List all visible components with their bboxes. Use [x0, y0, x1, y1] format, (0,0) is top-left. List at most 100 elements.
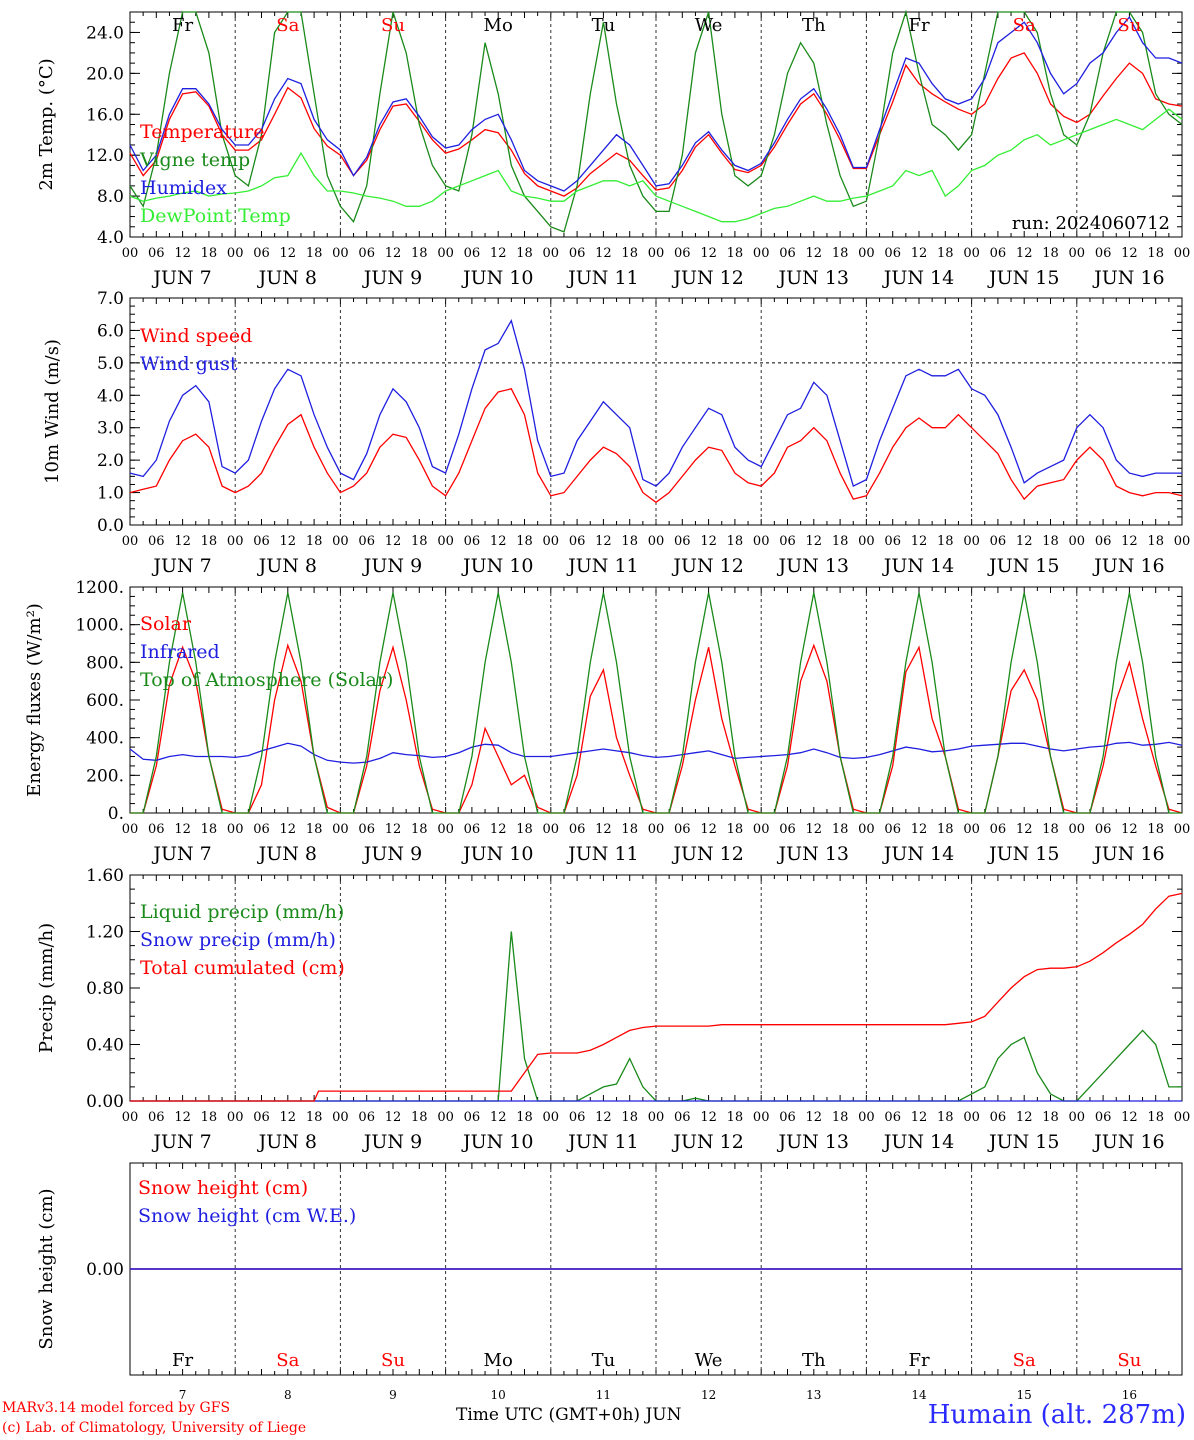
- hour-label-precip: 00: [963, 1110, 980, 1125]
- hour-label-energy: 12: [1016, 822, 1033, 837]
- hour-label-precip: 06: [990, 1110, 1007, 1125]
- hour-label-temp: 18: [727, 246, 744, 261]
- date-label-temp: JUN 16: [1092, 267, 1164, 289]
- legend-label-energy-1: Infrared: [140, 641, 220, 663]
- hour-label-wind: 00: [332, 534, 349, 549]
- hour-label-wind: 00: [1069, 534, 1086, 549]
- hour-label-temp: 00: [963, 246, 980, 261]
- hour-label-energy: 12: [1121, 822, 1138, 837]
- hour-label-precip: 12: [1121, 1110, 1138, 1125]
- ytick-label-wind: 7.0: [97, 289, 124, 309]
- lab-credit: (c) Lab. of Climatology, University of L…: [2, 1420, 307, 1436]
- hour-label-energy: 00: [1069, 822, 1086, 837]
- day-number-label: 15: [1017, 1388, 1032, 1402]
- hour-label-wind: 00: [1174, 534, 1191, 549]
- ytick-label-energy: 1200.: [75, 578, 124, 598]
- weekday-label-bottom: Su: [381, 1350, 405, 1371]
- weekday-label-top: Su: [1117, 15, 1141, 36]
- weekday-label-top: We: [695, 15, 723, 36]
- hour-label-wind: 12: [911, 534, 928, 549]
- day-number-label: 10: [491, 1388, 506, 1402]
- date-label-wind: JUN 13: [777, 555, 849, 577]
- hour-label-temp: 18: [306, 246, 323, 261]
- series-line-wind-1: [129, 319, 1182, 488]
- hour-label-precip: 12: [700, 1110, 717, 1125]
- date-label-wind: JUN 11: [566, 555, 638, 577]
- legend-label-temp-3: DewPoint Temp: [140, 205, 291, 227]
- hour-label-wind: 00: [648, 534, 665, 549]
- hour-label-energy: 06: [779, 822, 796, 837]
- hour-label-energy: 00: [963, 822, 980, 837]
- hour-label-precip: 12: [1016, 1110, 1033, 1125]
- day-number-label: 16: [1122, 1388, 1137, 1402]
- date-label-energy: JUN 8: [257, 843, 317, 865]
- date-label-wind: JUN 16: [1092, 555, 1164, 577]
- hour-label-precip: 06: [358, 1110, 375, 1125]
- date-label-temp: JUN 13: [777, 267, 849, 289]
- hour-label-temp: 06: [569, 246, 586, 261]
- hour-label-precip: 12: [174, 1110, 191, 1125]
- date-label-energy: JUN 12: [671, 843, 743, 865]
- hour-label-wind: 00: [753, 534, 770, 549]
- hour-label-precip: 06: [674, 1110, 691, 1125]
- hour-label-wind: 06: [779, 534, 796, 549]
- hour-label-energy: 18: [306, 822, 323, 837]
- date-label-wind: JUN 10: [461, 555, 533, 577]
- hour-label-wind: 06: [464, 534, 481, 549]
- hour-label-energy: 18: [727, 822, 744, 837]
- hour-label-precip: 18: [411, 1110, 428, 1125]
- date-label-precip: JUN 13: [777, 1131, 849, 1153]
- hour-label-energy: 12: [911, 822, 928, 837]
- hour-label-wind: 18: [516, 534, 533, 549]
- date-label-temp: JUN 15: [987, 267, 1059, 289]
- date-label-precip: JUN 11: [566, 1131, 638, 1153]
- date-label-temp: JUN 8: [257, 267, 317, 289]
- hour-label-precip: 06: [1095, 1110, 1112, 1125]
- hour-label-temp: 18: [1147, 246, 1164, 261]
- weekday-label-top: Fr: [908, 15, 929, 36]
- ytick-label-temp: 16.0: [86, 105, 124, 125]
- hour-label-energy: 12: [806, 822, 823, 837]
- y-axis-label-precip: Precip (mm/h): [36, 923, 57, 1053]
- hour-label-wind: 12: [174, 534, 191, 549]
- hour-label-wind: 12: [806, 534, 823, 549]
- hour-label-wind: 18: [411, 534, 428, 549]
- hour-label-temp: 18: [832, 246, 849, 261]
- ytick-label-wind: 1.0: [97, 484, 124, 504]
- plot-frame-temp: [129, 11, 1183, 238]
- hour-label-wind: 06: [674, 534, 691, 549]
- day-number-label: 8: [284, 1388, 292, 1402]
- hour-label-energy: 06: [148, 822, 165, 837]
- legend-label-temp-2: Humidex: [140, 177, 227, 199]
- hour-label-wind: 12: [280, 534, 297, 549]
- ytick-label-temp: 20.0: [86, 64, 124, 84]
- hour-label-temp: 00: [1174, 246, 1191, 261]
- hour-label-temp: 12: [1016, 246, 1033, 261]
- date-label-temp: JUN 9: [362, 267, 422, 289]
- hour-label-precip: 18: [201, 1110, 218, 1125]
- date-label-wind: JUN 15: [987, 555, 1059, 577]
- weekday-label-bottom: We: [695, 1350, 723, 1371]
- date-label-energy: JUN 7: [151, 843, 211, 865]
- date-label-energy: JUN 13: [777, 843, 849, 865]
- legend-label-wind-0: Wind speed: [140, 325, 252, 347]
- date-label-energy: JUN 14: [882, 843, 954, 865]
- legend-label-precip-1: Snow precip (mm/h): [140, 929, 336, 951]
- hour-label-temp: 06: [464, 246, 481, 261]
- weekday-label-bottom: Fr: [172, 1350, 193, 1371]
- series-line-temp-1: [129, 9, 1183, 233]
- y-axis-label-energy: Energy fluxes (W/m²): [24, 603, 45, 797]
- hour-label-precip: 00: [1069, 1110, 1086, 1125]
- date-label-temp: JUN 10: [461, 267, 533, 289]
- hour-label-temp: 12: [806, 246, 823, 261]
- hour-label-temp: 00: [648, 246, 665, 261]
- hour-label-precip: 00: [648, 1110, 665, 1125]
- hour-label-precip: 18: [1147, 1110, 1164, 1125]
- hour-label-wind: 12: [490, 534, 507, 549]
- weekday-label-top: Th: [802, 15, 826, 36]
- date-label-energy: JUN 11: [566, 843, 638, 865]
- hour-label-precip: 06: [569, 1110, 586, 1125]
- legend-label-temp-1: Vigne temp: [139, 149, 250, 171]
- date-label-precip: JUN 16: [1092, 1131, 1164, 1153]
- hour-label-wind: 18: [937, 534, 954, 549]
